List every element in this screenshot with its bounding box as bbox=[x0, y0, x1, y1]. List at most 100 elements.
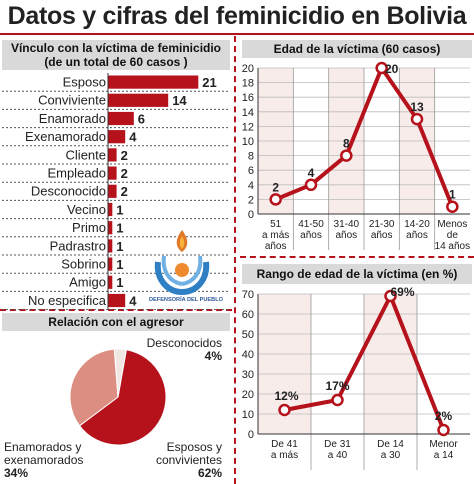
data-label: 12% bbox=[274, 389, 298, 403]
bar-value-label: 14 bbox=[172, 93, 187, 108]
pie-slice bbox=[113, 348, 127, 398]
logo-right-arc bbox=[181, 261, 210, 295]
x-tick-label: a 40 bbox=[328, 450, 348, 461]
bar-value bbox=[108, 221, 113, 235]
bar-value-label: 2 bbox=[121, 148, 128, 163]
bar-value-label: 21 bbox=[202, 75, 216, 90]
data-label: 4 bbox=[308, 166, 315, 180]
x-tick-label: 51 bbox=[270, 219, 282, 230]
defensoria-logo: DEFENSORÍA DEL PUEBLO bbox=[149, 230, 224, 303]
x-tick-label: 21-30 bbox=[369, 219, 395, 230]
logo-figure-head bbox=[175, 263, 189, 277]
x-tick-label: Menor bbox=[429, 439, 458, 450]
bar-category-label: Cliente bbox=[66, 147, 106, 162]
bar-category-label: Empleado bbox=[47, 166, 106, 181]
data-point bbox=[331, 393, 344, 407]
bar-value bbox=[108, 239, 113, 253]
data-point bbox=[340, 149, 353, 162]
bar-value bbox=[108, 275, 113, 289]
bar-category-label: Exenamorado bbox=[25, 129, 106, 144]
bar-category-label: Desconocido bbox=[31, 184, 106, 199]
bar-value-label: 1 bbox=[116, 239, 123, 254]
x-tick-label: años bbox=[406, 230, 428, 241]
edad-header: Edad de la víctima (60 casos) bbox=[242, 40, 472, 58]
y-tick-label: 50 bbox=[242, 329, 254, 341]
left-section-divider bbox=[0, 309, 232, 311]
data-point bbox=[446, 200, 459, 213]
x-tick-label: a 30 bbox=[381, 450, 401, 461]
rango-header: Rango de edad de la víctima (en %) bbox=[242, 264, 472, 284]
page-title: Datos y cifras del feminicidio en Bolivi… bbox=[7, 2, 467, 30]
x-tick-label: años bbox=[335, 230, 357, 241]
pie-label-enamorados: Enamorados y bbox=[4, 440, 81, 454]
y-tick-label: 4 bbox=[248, 180, 254, 192]
data-point bbox=[278, 403, 291, 417]
relacion-header: Relación con el agresor bbox=[2, 313, 230, 331]
y-tick-label: 16 bbox=[242, 92, 254, 104]
series-line bbox=[274, 66, 455, 208]
x-tick-label: a más bbox=[262, 230, 289, 241]
y-tick-label: 14 bbox=[242, 107, 254, 119]
bar-category-label: Conviviente bbox=[38, 93, 106, 108]
vinculo-header-line2: (de un total de 60 casos ) bbox=[44, 55, 188, 69]
y-tick-label: 0 bbox=[248, 429, 254, 441]
logo-left-arc bbox=[154, 261, 183, 295]
bar-category-label: Amigo bbox=[69, 275, 106, 290]
y-tick-label: 20 bbox=[242, 63, 254, 75]
y-tick-label: 0 bbox=[248, 209, 254, 221]
data-label: 13 bbox=[410, 100, 424, 114]
bar-value bbox=[108, 257, 113, 271]
data-point bbox=[437, 423, 450, 437]
y-tick-label: 60 bbox=[242, 309, 254, 321]
pie-pct-esposos: 62% bbox=[198, 466, 222, 480]
data-label: 1 bbox=[449, 188, 456, 202]
y-tick-label: 10 bbox=[242, 136, 254, 148]
series-line bbox=[284, 294, 446, 431]
data-label: 17% bbox=[325, 379, 349, 393]
pie-label-desconocidos: Desconocidos bbox=[147, 336, 222, 350]
pie-label-esposos: Esposos y bbox=[167, 440, 222, 454]
x-tick-label: De 41 bbox=[271, 439, 298, 450]
bar-value bbox=[108, 293, 126, 308]
data-label: 69% bbox=[390, 285, 414, 299]
bar-value bbox=[108, 111, 134, 126]
data-point bbox=[375, 61, 388, 75]
bar-value-label: 1 bbox=[116, 257, 123, 272]
x-tick-label: años bbox=[371, 230, 393, 241]
bar-value-label: 1 bbox=[116, 275, 123, 290]
bar-category-label: Vecino bbox=[67, 202, 106, 217]
pie-pct-desconocidos: 4% bbox=[205, 349, 223, 363]
bar-value-label: 1 bbox=[116, 202, 123, 217]
y-tick-label: 18 bbox=[242, 78, 254, 90]
column-band bbox=[364, 294, 417, 434]
logo-text: DEFENSORÍA DEL PUEBLO bbox=[149, 295, 224, 303]
bar-value bbox=[108, 202, 113, 217]
x-tick-label: Menos bbox=[437, 219, 467, 230]
logo-flame-inner bbox=[179, 236, 185, 249]
logo-left-arc-inner bbox=[161, 255, 183, 286]
pie-slice bbox=[78, 349, 167, 446]
bar-value bbox=[108, 75, 199, 89]
bar-value bbox=[108, 184, 117, 198]
bar-value-label: 1 bbox=[116, 221, 123, 236]
x-tick-label: 31-40 bbox=[334, 219, 360, 230]
data-label: 8 bbox=[343, 137, 350, 151]
y-tick-label: 8 bbox=[248, 151, 254, 163]
x-tick-label: a más bbox=[271, 450, 298, 461]
pie-label-esposos: convivientes bbox=[156, 453, 222, 467]
y-tick-label: 12 bbox=[242, 121, 254, 133]
x-tick-label: De 14 bbox=[377, 439, 404, 450]
pie-slice bbox=[69, 348, 119, 427]
bar-value-label: 2 bbox=[121, 166, 128, 181]
title-rule bbox=[0, 33, 474, 35]
bar-value bbox=[108, 148, 117, 162]
bar-value bbox=[108, 130, 126, 144]
bar-category-label: Esposo bbox=[63, 75, 106, 90]
y-tick-label: 6 bbox=[248, 165, 254, 177]
bar-category-label: Sobrino bbox=[61, 257, 106, 272]
y-tick-label: 20 bbox=[242, 389, 254, 401]
bar-value-label: 6 bbox=[138, 111, 145, 126]
right-section-divider bbox=[240, 256, 474, 258]
